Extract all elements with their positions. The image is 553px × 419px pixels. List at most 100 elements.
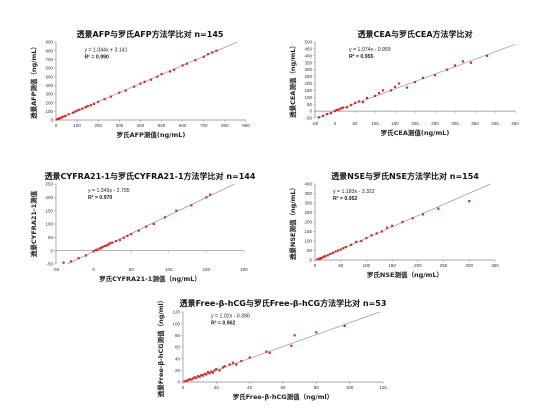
data-point xyxy=(205,196,208,199)
x-tick-label: 100 xyxy=(73,123,81,128)
data-point xyxy=(160,72,163,76)
data-point xyxy=(84,106,87,109)
data-point xyxy=(193,376,196,379)
data-point xyxy=(96,248,99,251)
data-point xyxy=(59,116,62,120)
x-tick-label: 0 xyxy=(55,123,58,128)
x-tick-label: 150 xyxy=(391,121,399,126)
data-point xyxy=(334,250,337,253)
data-point xyxy=(453,64,457,67)
data-point xyxy=(357,100,361,103)
r-squared-label: R² = 0.990 xyxy=(85,54,109,60)
data-point xyxy=(360,239,363,243)
data-point xyxy=(206,53,210,56)
x-tick-label: 700 xyxy=(200,123,208,128)
data-point xyxy=(94,249,97,252)
r-squared-label: R² = 0.962 xyxy=(211,321,235,327)
data-point xyxy=(175,209,178,212)
y-tick-label: 100 xyxy=(304,95,312,100)
data-point xyxy=(468,200,471,203)
trendline-equation: y = 1.349x - 2.795 xyxy=(88,188,130,194)
x-tick-label: 60 xyxy=(280,385,286,390)
x-tick-label: 600 xyxy=(179,123,187,128)
y-tick-label: -50 xyxy=(305,116,312,121)
data-point xyxy=(126,234,129,238)
data-point xyxy=(293,334,296,337)
y-tick-label: 350 xyxy=(304,60,312,65)
y-tick-label: 400 xyxy=(304,53,312,58)
data-point xyxy=(115,239,118,243)
data-point xyxy=(333,109,337,112)
x-tick-label: 300 xyxy=(466,263,474,268)
data-point xyxy=(342,247,345,250)
data-point xyxy=(349,243,353,246)
data-point xyxy=(206,370,210,374)
data-point xyxy=(202,55,205,58)
data-point xyxy=(265,350,268,353)
data-point xyxy=(64,114,67,117)
data-point xyxy=(60,116,64,119)
data-point xyxy=(355,240,358,244)
data-point xyxy=(375,232,378,235)
y-tick-label: 150 xyxy=(304,229,312,234)
data-point xyxy=(69,260,73,263)
data-point xyxy=(89,104,92,107)
x-tick-label: 0 xyxy=(334,121,337,126)
data-point xyxy=(320,257,323,260)
y-tick-label: 50 xyxy=(307,102,313,107)
x-tick-label: -50 xyxy=(312,121,319,126)
data-point xyxy=(103,98,106,101)
data-point xyxy=(344,245,347,249)
data-point xyxy=(397,82,401,85)
data-point xyxy=(107,243,110,246)
data-point xyxy=(109,242,112,245)
data-point xyxy=(92,102,96,105)
data-point xyxy=(385,226,389,229)
data-point xyxy=(337,108,341,111)
trendline-equation: y = 1.074x - 0.959 xyxy=(349,47,391,53)
y-tick-label: 450 xyxy=(304,47,312,52)
x-tick-label: 40 xyxy=(247,385,253,390)
y-tick-label: -50 xyxy=(46,262,53,267)
data-point xyxy=(173,68,176,71)
data-point xyxy=(78,108,81,111)
y-tick-label: 250 xyxy=(45,182,53,187)
data-point xyxy=(235,363,238,366)
chart-title: 透景CEA与罗氏CEA方法学比对 xyxy=(357,29,472,39)
trendline-equation: y = 1.044x + 3.141 xyxy=(85,47,128,53)
data-point xyxy=(86,105,89,108)
x-tick-label: 100 xyxy=(363,263,371,268)
data-point xyxy=(196,375,200,378)
y-tick-label: 500 xyxy=(304,40,312,45)
data-point xyxy=(122,236,125,239)
data-point xyxy=(100,246,103,250)
y-tick-label: 300 xyxy=(304,67,312,72)
x-tick-label: 300 xyxy=(451,121,459,126)
y-tick-label: 150 xyxy=(45,208,53,213)
data-point xyxy=(103,244,106,247)
y-tick-label: 300 xyxy=(304,201,312,206)
x-tick-label: 350 xyxy=(471,121,479,126)
y-tick-label: 0 xyxy=(177,380,180,385)
r-squared-label: R² = 0.952 xyxy=(333,196,357,202)
data-point xyxy=(393,85,397,89)
data-point xyxy=(71,111,74,114)
y-tick-label: 0 xyxy=(50,248,53,253)
y-axis-label: 透景NSE测值（ng/mL） xyxy=(288,184,297,260)
y-tick-label: 0 xyxy=(309,258,312,263)
x-tick-label: -50 xyxy=(53,267,60,272)
data-point xyxy=(339,248,342,251)
x-tick-label: 250 xyxy=(431,121,439,126)
y-tick-label: 50 xyxy=(307,248,313,253)
data-point xyxy=(461,60,465,63)
y-tick-label: 400 xyxy=(304,182,312,187)
data-point xyxy=(101,245,104,249)
data-point xyxy=(145,225,148,228)
data-point xyxy=(370,234,373,237)
data-point xyxy=(317,116,321,119)
data-point xyxy=(349,103,353,106)
y-tick-label: 40 xyxy=(175,356,181,361)
data-point xyxy=(168,70,172,73)
y-tick-label: 250 xyxy=(304,210,312,215)
